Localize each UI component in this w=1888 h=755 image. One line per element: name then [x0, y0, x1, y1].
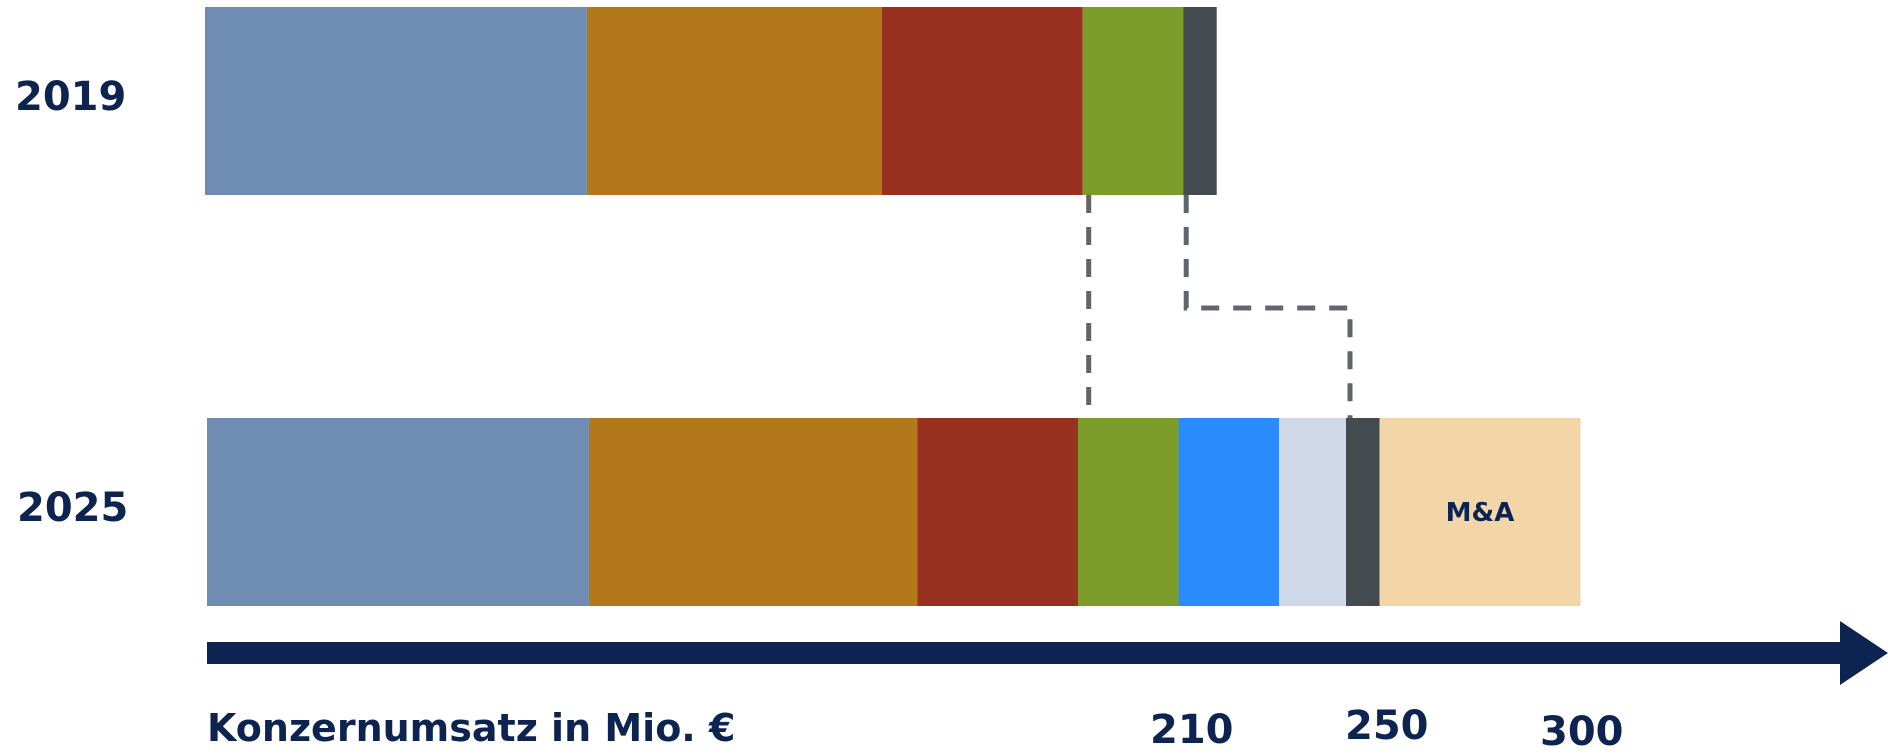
connectors-group	[1086, 195, 1353, 418]
bars-group: M&A	[205, 7, 1581, 606]
x-tick-label-300: 300	[1540, 709, 1624, 755]
bar-segment-2025-2	[588, 418, 918, 606]
bar-segment-2025-3	[917, 418, 1078, 606]
connector-line-dark	[1183, 195, 1353, 418]
bar-segment-2025-4	[1078, 418, 1179, 606]
bar-segment-2019-5	[1183, 7, 1217, 195]
x-axis-line	[207, 642, 1847, 664]
bar-segment-2025-8	[1379, 418, 1581, 606]
bar-segment-2025-6	[1279, 418, 1346, 606]
x-axis-arrowhead	[1840, 621, 1888, 685]
bar-segment-2019-1	[205, 7, 587, 195]
x-axis-label: Konzernumsatz in Mio. €	[207, 706, 736, 750]
x-axis-group	[207, 621, 1888, 685]
bar-segment-2019-2	[586, 7, 882, 195]
x-tick-label-210: 210	[1150, 707, 1234, 753]
segment-label-ma: M&A	[1446, 498, 1515, 528]
x-tick-label-250: 250	[1345, 703, 1429, 749]
category-label-2025: 2025	[17, 485, 129, 531]
bar-segment-2025-5	[1178, 418, 1279, 606]
bar-segment-2025-7	[1346, 418, 1380, 606]
bar-segment-2019-4	[1082, 7, 1184, 195]
bar-segment-2025-1	[207, 418, 589, 606]
category-label-2019: 2019	[15, 74, 127, 120]
bar-segment-2019-3	[881, 7, 1083, 195]
